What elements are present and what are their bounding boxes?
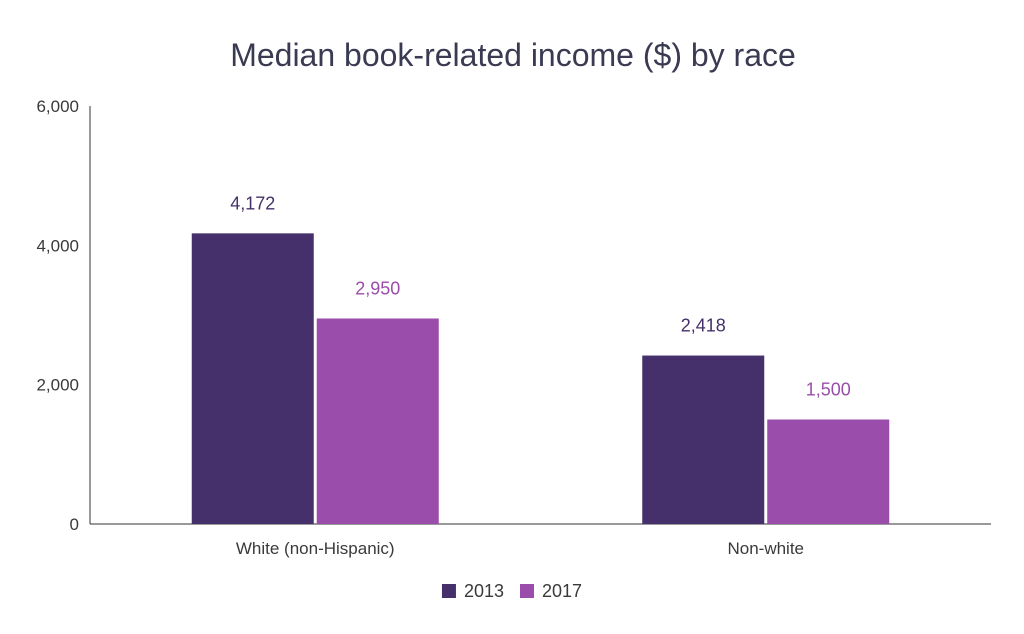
legend-label: 2017 (542, 581, 582, 601)
bars (191, 233, 890, 525)
y-tick-label: 2,000 (36, 376, 79, 395)
x-tick-label: White (non-Hispanic) (236, 539, 395, 558)
legend-item-2013: 2013 (441, 581, 504, 601)
data-label: 1,500 (806, 380, 851, 400)
y-tick-label: 4,000 (36, 236, 79, 255)
x-tick-label: Non-white (727, 539, 804, 558)
bar-2017 (767, 419, 890, 524)
legend-label: 2013 (464, 581, 504, 601)
y-tick-label: 6,000 (36, 97, 79, 116)
chart-title: Median book-related income ($) by race (230, 37, 796, 73)
bar-2017 (316, 318, 439, 524)
legend-item-2017: 2017 (520, 581, 582, 601)
y-axis: 0 2,000 4,000 6,000 (36, 97, 91, 534)
data-labels: 4,172 2,950 2,418 1,500 (230, 193, 851, 399)
legend-swatch (520, 584, 534, 598)
y-tick-label: 0 (70, 515, 79, 534)
legend: 2013 2017 (441, 581, 582, 601)
bar-2013 (642, 355, 765, 524)
data-label: 2,418 (681, 316, 726, 336)
data-label: 2,950 (355, 278, 400, 298)
legend-swatch (441, 584, 456, 598)
data-label: 4,172 (230, 193, 275, 213)
x-axis: White (non-Hispanic) Non-white (90, 523, 991, 558)
bar-2013 (191, 233, 314, 525)
